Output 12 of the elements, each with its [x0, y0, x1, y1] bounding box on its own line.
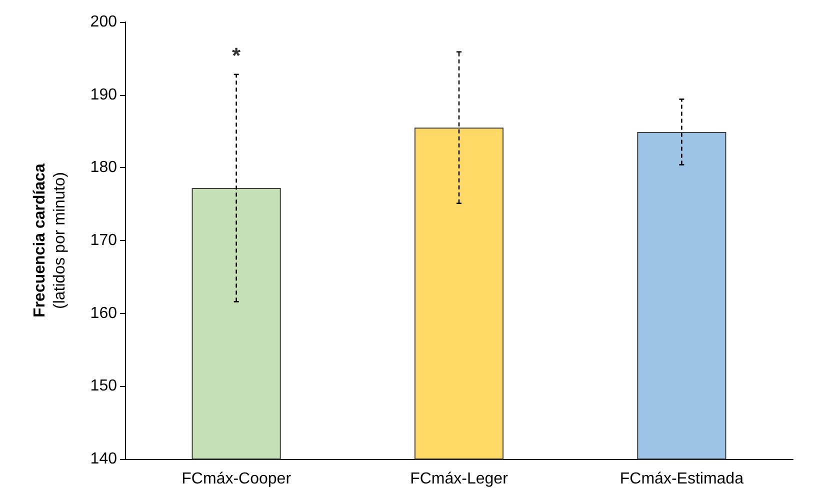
annotation: *: [232, 42, 242, 68]
x-tick-label: FCmáx-Cooper: [182, 470, 292, 488]
y-tick-label: 140: [90, 450, 118, 468]
y-tick-label: 190: [90, 86, 118, 104]
y-tick-label: 180: [90, 159, 118, 176]
y-tick-label: 160: [90, 304, 118, 322]
y-tick-label: 200: [90, 14, 118, 30]
x-tick-label: FCmáx-Estimada: [620, 470, 744, 488]
x-tick-label: FCmáx-Leger: [410, 470, 509, 488]
y-tick-label: 150: [90, 378, 118, 395]
y-axis-title: Frecuencia cardíaca (latidos por minuto): [32, 163, 68, 318]
y-tick-label: 170: [90, 232, 118, 249]
